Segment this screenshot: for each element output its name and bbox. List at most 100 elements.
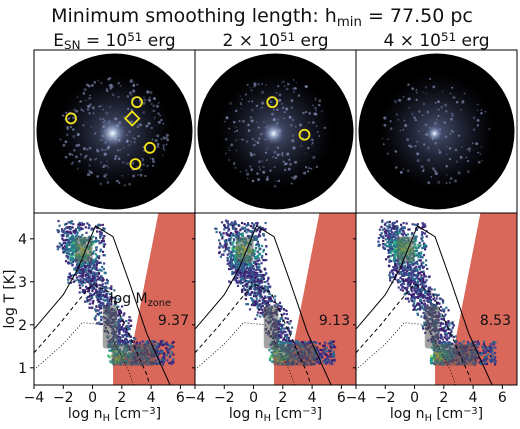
density-cell [256,286,259,290]
density-cell [88,282,91,285]
density-cell [417,246,420,249]
gas-speck [94,132,97,134]
gas-speck [225,116,229,120]
density-cell [116,314,119,317]
density-cell [404,297,407,300]
gas-speck [88,174,91,177]
density-cell [488,359,491,362]
gas-speck [450,129,454,133]
density-cell [116,320,120,323]
density-cell [278,307,281,310]
gas-speck [261,90,265,94]
density-cell [418,308,422,311]
density-cell [269,296,272,299]
selection-box [111,344,156,366]
gas-speck [228,127,231,130]
density-cell [106,282,109,285]
density-cell [252,295,256,298]
density-cell [257,282,260,286]
density-cell [127,328,130,331]
density-cell [99,248,102,251]
density-cell [80,265,84,268]
gas-speck [250,153,254,157]
column-labels: ESN = 1051 erg 2 × 1051 erg 4 × 1051 erg [53,30,489,52]
gas-speck [162,136,166,140]
density-cell [60,230,64,233]
density-cell [223,224,226,227]
x-tick-label: 0 [249,390,258,406]
gas-speck [152,160,156,164]
density-cell [384,222,387,225]
density-cell [252,301,255,304]
density-cell [218,250,221,253]
density-cell [100,241,103,244]
density-cell [102,245,106,248]
density-cell [159,340,163,343]
gas-speck [79,100,82,103]
density-cell [417,286,420,289]
density-cell [394,252,397,256]
density-cell [390,227,394,230]
density-cell [280,340,283,344]
density-cell [410,271,413,274]
density-cell [79,268,82,271]
density-cell [233,222,236,225]
gas-speck [64,140,68,144]
density-cell [254,257,257,260]
gas-speck [407,83,410,86]
gas-speck [117,95,120,98]
gas-speck [389,127,393,130]
density-cell [75,234,79,237]
density-cell [413,278,416,281]
density-cell [62,234,65,237]
density-cell [259,280,263,283]
gas-speck [415,91,418,94]
density-cell [448,334,452,337]
density-cell [415,265,418,269]
density-cell [82,278,85,282]
density-cell [266,285,269,289]
density-cell [415,292,418,295]
density-cell [421,256,424,259]
gas-speck [413,116,416,119]
gas-speck [308,166,311,170]
density-cell [118,342,122,345]
density-cell [402,282,405,286]
density-cell [81,281,85,284]
density-cell [402,221,405,225]
density-cell [252,277,255,281]
density-cell [409,263,412,267]
gas-speck [265,177,269,181]
density-cell [407,228,410,231]
density-cell [254,275,257,278]
gas-speck [399,170,403,174]
gas-speck [244,93,247,96]
density-cell [57,219,60,223]
density-cell [155,351,159,354]
density-cell [393,261,397,264]
density-cell [254,269,258,272]
x-tick-label: 4 [147,390,156,406]
density-cell [256,262,259,265]
density-cell [161,358,164,361]
density-cell [417,274,420,277]
density-cell [85,231,88,234]
gas-speck [312,104,315,107]
density-cell [71,226,74,229]
gas-speck [476,103,479,106]
density-cell [316,361,319,364]
density-cell [251,226,255,229]
density-cell [406,273,409,276]
gas-speck [253,143,256,147]
density-cell [81,284,84,287]
gas-speck [103,175,106,178]
density-cell [278,309,281,312]
density-cell [143,342,146,346]
density-cell [249,279,252,282]
density-cell [263,280,267,284]
density-cell [427,286,431,289]
galaxy-core [98,119,127,148]
density-cell [278,301,282,304]
gas-speck [448,157,452,161]
density-cell [377,240,380,243]
